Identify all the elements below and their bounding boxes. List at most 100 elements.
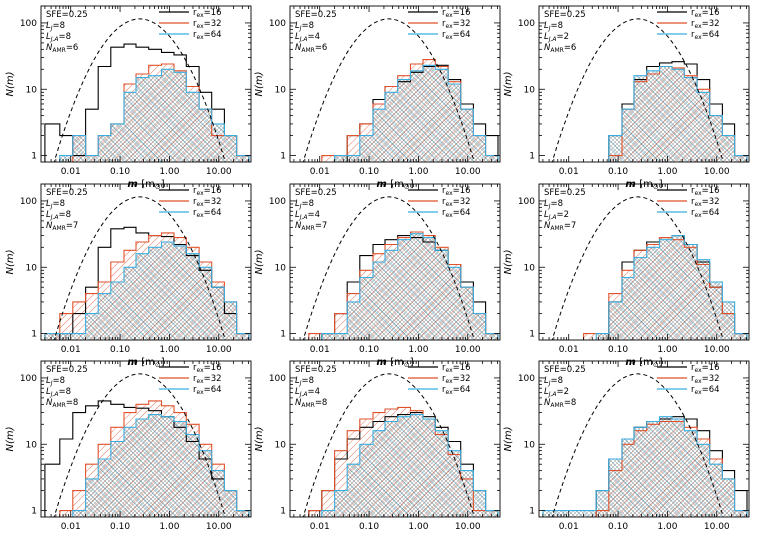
annotation-lj: LJ=8: [544, 376, 563, 387]
imf-dashed-curve: [551, 196, 724, 340]
annotation-lj: LJ=8: [46, 199, 65, 210]
annotation-lj-part: J: [50, 380, 53, 387]
legend-label-r: r: [691, 385, 695, 395]
hist-step-rex64: [542, 416, 748, 517]
hist-overlap-crosshatch: [596, 235, 747, 340]
annotation-lj-part: J: [548, 380, 551, 387]
x-axis-label-symbol: m: [376, 357, 390, 368]
x-tick-label: 0.10: [608, 522, 628, 532]
y-tick-label: 100: [20, 19, 37, 29]
x-axis-label-unit-close: ]: [659, 179, 663, 190]
legend-label-r: r: [442, 8, 446, 18]
annotation-namr-part: =7: [66, 221, 79, 231]
annotation-namr-part: N: [295, 43, 302, 53]
legend-label-r: r: [193, 30, 197, 40]
annotation-lja-part: J,A: [50, 36, 59, 43]
legend-label-sub: ex: [695, 12, 703, 19]
y-tick-label: 1: [31, 330, 37, 340]
legend-label-sub: ex: [695, 190, 703, 197]
y-tick-label: 1: [529, 507, 535, 517]
legend-label-value: =16: [702, 8, 720, 18]
legend-label: rex=64: [691, 30, 720, 41]
plot-frame: [289, 5, 501, 163]
x-axis-label-unit: [m: [639, 179, 653, 190]
legend-label-sub: ex: [197, 23, 205, 30]
legend-label-r: r: [691, 197, 695, 207]
annotation-namr-part: AMR: [301, 47, 314, 54]
annotation-lj-part: J: [299, 25, 302, 32]
x-tick-label: 0.10: [359, 345, 379, 355]
annotation-namr-part: =8: [564, 398, 577, 408]
legend-label: rex=32: [691, 197, 720, 208]
annotation-lj-part: =8: [53, 376, 66, 386]
legend-label: rex=16: [193, 8, 222, 19]
annotation-lj-part: J: [50, 25, 53, 32]
x-axis-label-unit-close: ]: [410, 357, 414, 368]
legend-label-r: r: [442, 385, 446, 395]
x-tick-label: 1.00: [159, 167, 179, 177]
x-axis-label: m [m⊙]: [376, 357, 413, 369]
legend-label-r: r: [691, 19, 695, 29]
legend-label: rex=32: [193, 19, 222, 30]
x-axis-label: m [m⊙]: [127, 179, 164, 191]
annotation-sfe: SFE=0.25: [46, 188, 88, 198]
annotation-lj: LJ=8: [295, 199, 314, 210]
x-tick-label: 0.01: [61, 522, 81, 532]
legend-label-value: =64: [453, 208, 471, 218]
hist-step-rex64: [59, 68, 250, 162]
plot-frame: [40, 183, 252, 341]
annotation-lj-part: =8: [302, 199, 315, 209]
x-axis-label-sun: ⊙: [155, 361, 161, 369]
y-tick-label: 100: [269, 19, 286, 29]
legend-label-sub: ex: [197, 212, 205, 219]
annotation-lj-part: =8: [551, 21, 564, 31]
annotation-namr-part: =7: [315, 221, 328, 231]
x-axis-label-sun: ⊙: [155, 183, 161, 191]
annotation-lja: LJ,A=4: [295, 387, 320, 398]
legend-label-value: =32: [702, 374, 720, 384]
legend-label-value: =32: [702, 19, 720, 29]
annotation-lja-part: =4: [308, 387, 321, 397]
x-tick-label: 0.01: [61, 345, 81, 355]
hist-step-rex32: [59, 400, 250, 517]
y-tick-label: 10: [26, 440, 38, 450]
plot-area: [302, 373, 499, 517]
imf-dashed-curve: [53, 373, 226, 517]
annotation-sfe-part: SFE=0.25: [544, 365, 586, 375]
legend-label-r: r: [193, 363, 197, 373]
x-tick-label: 0.10: [359, 167, 379, 177]
annotation-sfe: SFE=0.25: [295, 10, 337, 20]
legend-label: rex=32: [193, 197, 222, 208]
panel-row3-col3: 0.01 0.10 1.00 10.00 1 10 100 m [m⊙] N(m) SFE=0.2…: [503, 360, 750, 532]
x-tick-label: 1.00: [159, 522, 179, 532]
hist-step-rex16: [44, 400, 250, 517]
annotation-sfe-part: SFE=0.25: [295, 10, 337, 20]
y-axis-label: N(m): [254, 249, 265, 274]
x-tick-label: 0.01: [559, 345, 579, 355]
annotation-lja-part: J,A: [548, 391, 557, 398]
annotation-namr: NAMR=6: [295, 43, 327, 54]
x-axis-label-symbol: m: [127, 179, 141, 190]
legend-label-sub: ex: [197, 190, 205, 197]
hist-step-rex16: [44, 43, 250, 162]
y-axis-label: N(m): [254, 71, 265, 96]
legend-label-value: =32: [453, 197, 471, 207]
plot-area: [551, 18, 748, 162]
annotation-sfe: SFE=0.25: [544, 365, 586, 375]
legend-label: rex=32: [691, 374, 720, 385]
legend-label-r: r: [193, 8, 197, 18]
x-tick-label: 10.00: [455, 167, 481, 177]
annotation-lj-part: J: [548, 203, 551, 210]
x-axis-label-symbol: m: [625, 179, 639, 190]
y-tick-label: 10: [26, 263, 38, 273]
annotation-namr-part: N: [544, 221, 551, 231]
legend-label-r: r: [442, 208, 446, 218]
y-tick-label: 10: [275, 85, 287, 95]
annotation-lja-part: =8: [59, 387, 72, 397]
legend-label-value: =16: [702, 363, 720, 373]
annotation-sfe: SFE=0.25: [295, 365, 337, 375]
